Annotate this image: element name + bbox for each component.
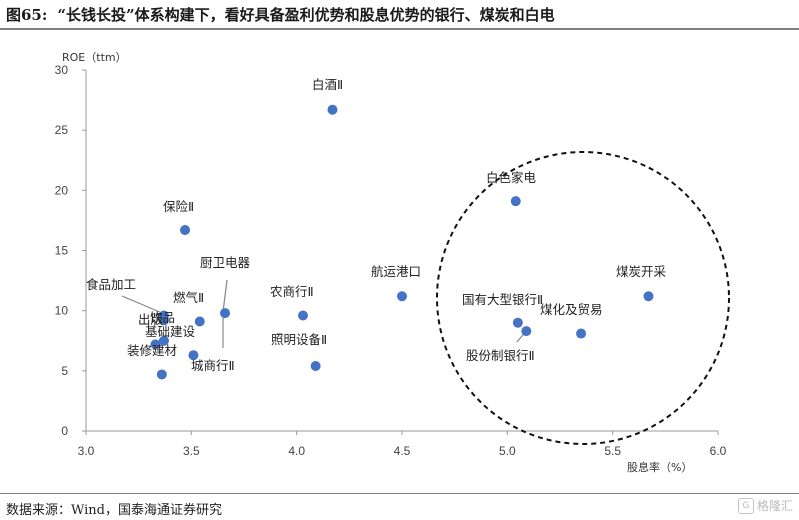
data-point bbox=[512, 317, 523, 328]
data-point bbox=[180, 225, 191, 236]
x-tick-label: 6.0 bbox=[710, 444, 727, 458]
figure-header: 图65: “长钱长投”体系构建下，看好具备盈利优势和股息优势的银行、煤炭和白电 bbox=[0, 0, 799, 30]
data-point bbox=[397, 291, 407, 302]
point-label: 煤炭开采 bbox=[616, 264, 667, 279]
figure-title: 图65: “长钱长投”体系构建下，看好具备盈利优势和股息优势的银行、煤炭和白电 bbox=[6, 4, 555, 25]
chart-axes: 3.0 3.5 4.0 4.5 5.0 5.5 6.0 0 5 10 15 20 25 30ROE（ttm… bbox=[55, 51, 727, 474]
point-label: 航运港口 bbox=[371, 264, 421, 279]
watermark-logo-icon: G bbox=[737, 497, 754, 514]
data-point bbox=[297, 310, 308, 321]
point-label: 食品加工 bbox=[86, 277, 136, 292]
data-point bbox=[220, 308, 231, 319]
x-tick-label: 3.5 bbox=[183, 444, 200, 458]
data-point bbox=[188, 350, 199, 361]
leader-line bbox=[121, 295, 163, 314]
data-point bbox=[194, 316, 205, 327]
data-point bbox=[158, 315, 169, 326]
top-rule bbox=[0, 28, 799, 30]
data-point bbox=[510, 196, 521, 207]
y-tick-label: 15 bbox=[55, 244, 69, 258]
x-tick-label: 4.5 bbox=[394, 444, 411, 458]
x-tick-label: 3.0 bbox=[78, 444, 95, 458]
point-label: 基础建设 bbox=[145, 324, 196, 339]
y-axis-title: ROE（ttm） bbox=[62, 51, 127, 64]
y-tick-label: 25 bbox=[55, 123, 69, 137]
bottom-rule bbox=[0, 493, 799, 494]
source-note: 数据来源：Wind，国泰海通证券研究 bbox=[6, 503, 222, 518]
x-axis-title: 股息率（%） bbox=[627, 460, 692, 474]
point-label: 股份制银行Ⅱ bbox=[466, 348, 535, 363]
point-label: 白色家电 bbox=[486, 170, 537, 185]
figure-number: 图65: bbox=[6, 6, 48, 24]
data-point bbox=[521, 326, 532, 337]
point-label: 煤化及贸易 bbox=[540, 302, 603, 317]
x-tick-label: 5.0 bbox=[499, 444, 516, 458]
point-label: 厨卫电器 bbox=[200, 255, 251, 270]
point-label: 出版 bbox=[138, 312, 164, 327]
data-point bbox=[150, 339, 161, 350]
highlight-dashed-circle bbox=[436, 151, 730, 445]
point-label: 装修建材 bbox=[127, 343, 177, 358]
y-tick-label: 30 bbox=[55, 63, 69, 77]
y-tick-label: 5 bbox=[61, 364, 68, 378]
figure-title-text: “长钱长投”体系构建下，看好具备盈利优势和股息优势的银行、煤炭和白电 bbox=[57, 6, 555, 24]
y-tick-label: 0 bbox=[61, 424, 68, 438]
point-label: 照明设备Ⅱ bbox=[271, 332, 327, 347]
point-label: 保险Ⅱ bbox=[163, 199, 194, 214]
data-point bbox=[156, 369, 167, 380]
watermark-text: 格隆汇 bbox=[756, 499, 793, 513]
data-point bbox=[643, 291, 654, 302]
data-point bbox=[327, 104, 338, 115]
data-point bbox=[158, 335, 169, 346]
y-tick-label: 20 bbox=[55, 183, 69, 197]
point-label: 国有大型银行Ⅱ bbox=[462, 292, 543, 307]
point-label: 城商行Ⅱ bbox=[191, 358, 235, 373]
x-tick-label: 4.0 bbox=[288, 444, 305, 458]
data-point bbox=[310, 361, 321, 372]
point-label: 燃气Ⅱ bbox=[173, 290, 204, 305]
x-tick-label: 5.5 bbox=[604, 444, 621, 458]
highlight-layer bbox=[436, 151, 730, 445]
y-tick-label: 10 bbox=[55, 304, 69, 318]
scatter-chart: 3.0 3.5 4.0 4.5 5.0 5.5 6.0 0 5 10 15 20 25 30ROE（ttm… bbox=[55, 51, 730, 474]
watermark: G 格隆汇 bbox=[737, 497, 793, 514]
leader-line bbox=[222, 279, 228, 313]
point-label: 农商行Ⅱ bbox=[270, 284, 314, 299]
data-point bbox=[576, 328, 587, 339]
point-label: 饮品 bbox=[150, 310, 175, 325]
point-label: 白酒Ⅱ bbox=[312, 77, 343, 92]
data-points bbox=[150, 104, 654, 380]
